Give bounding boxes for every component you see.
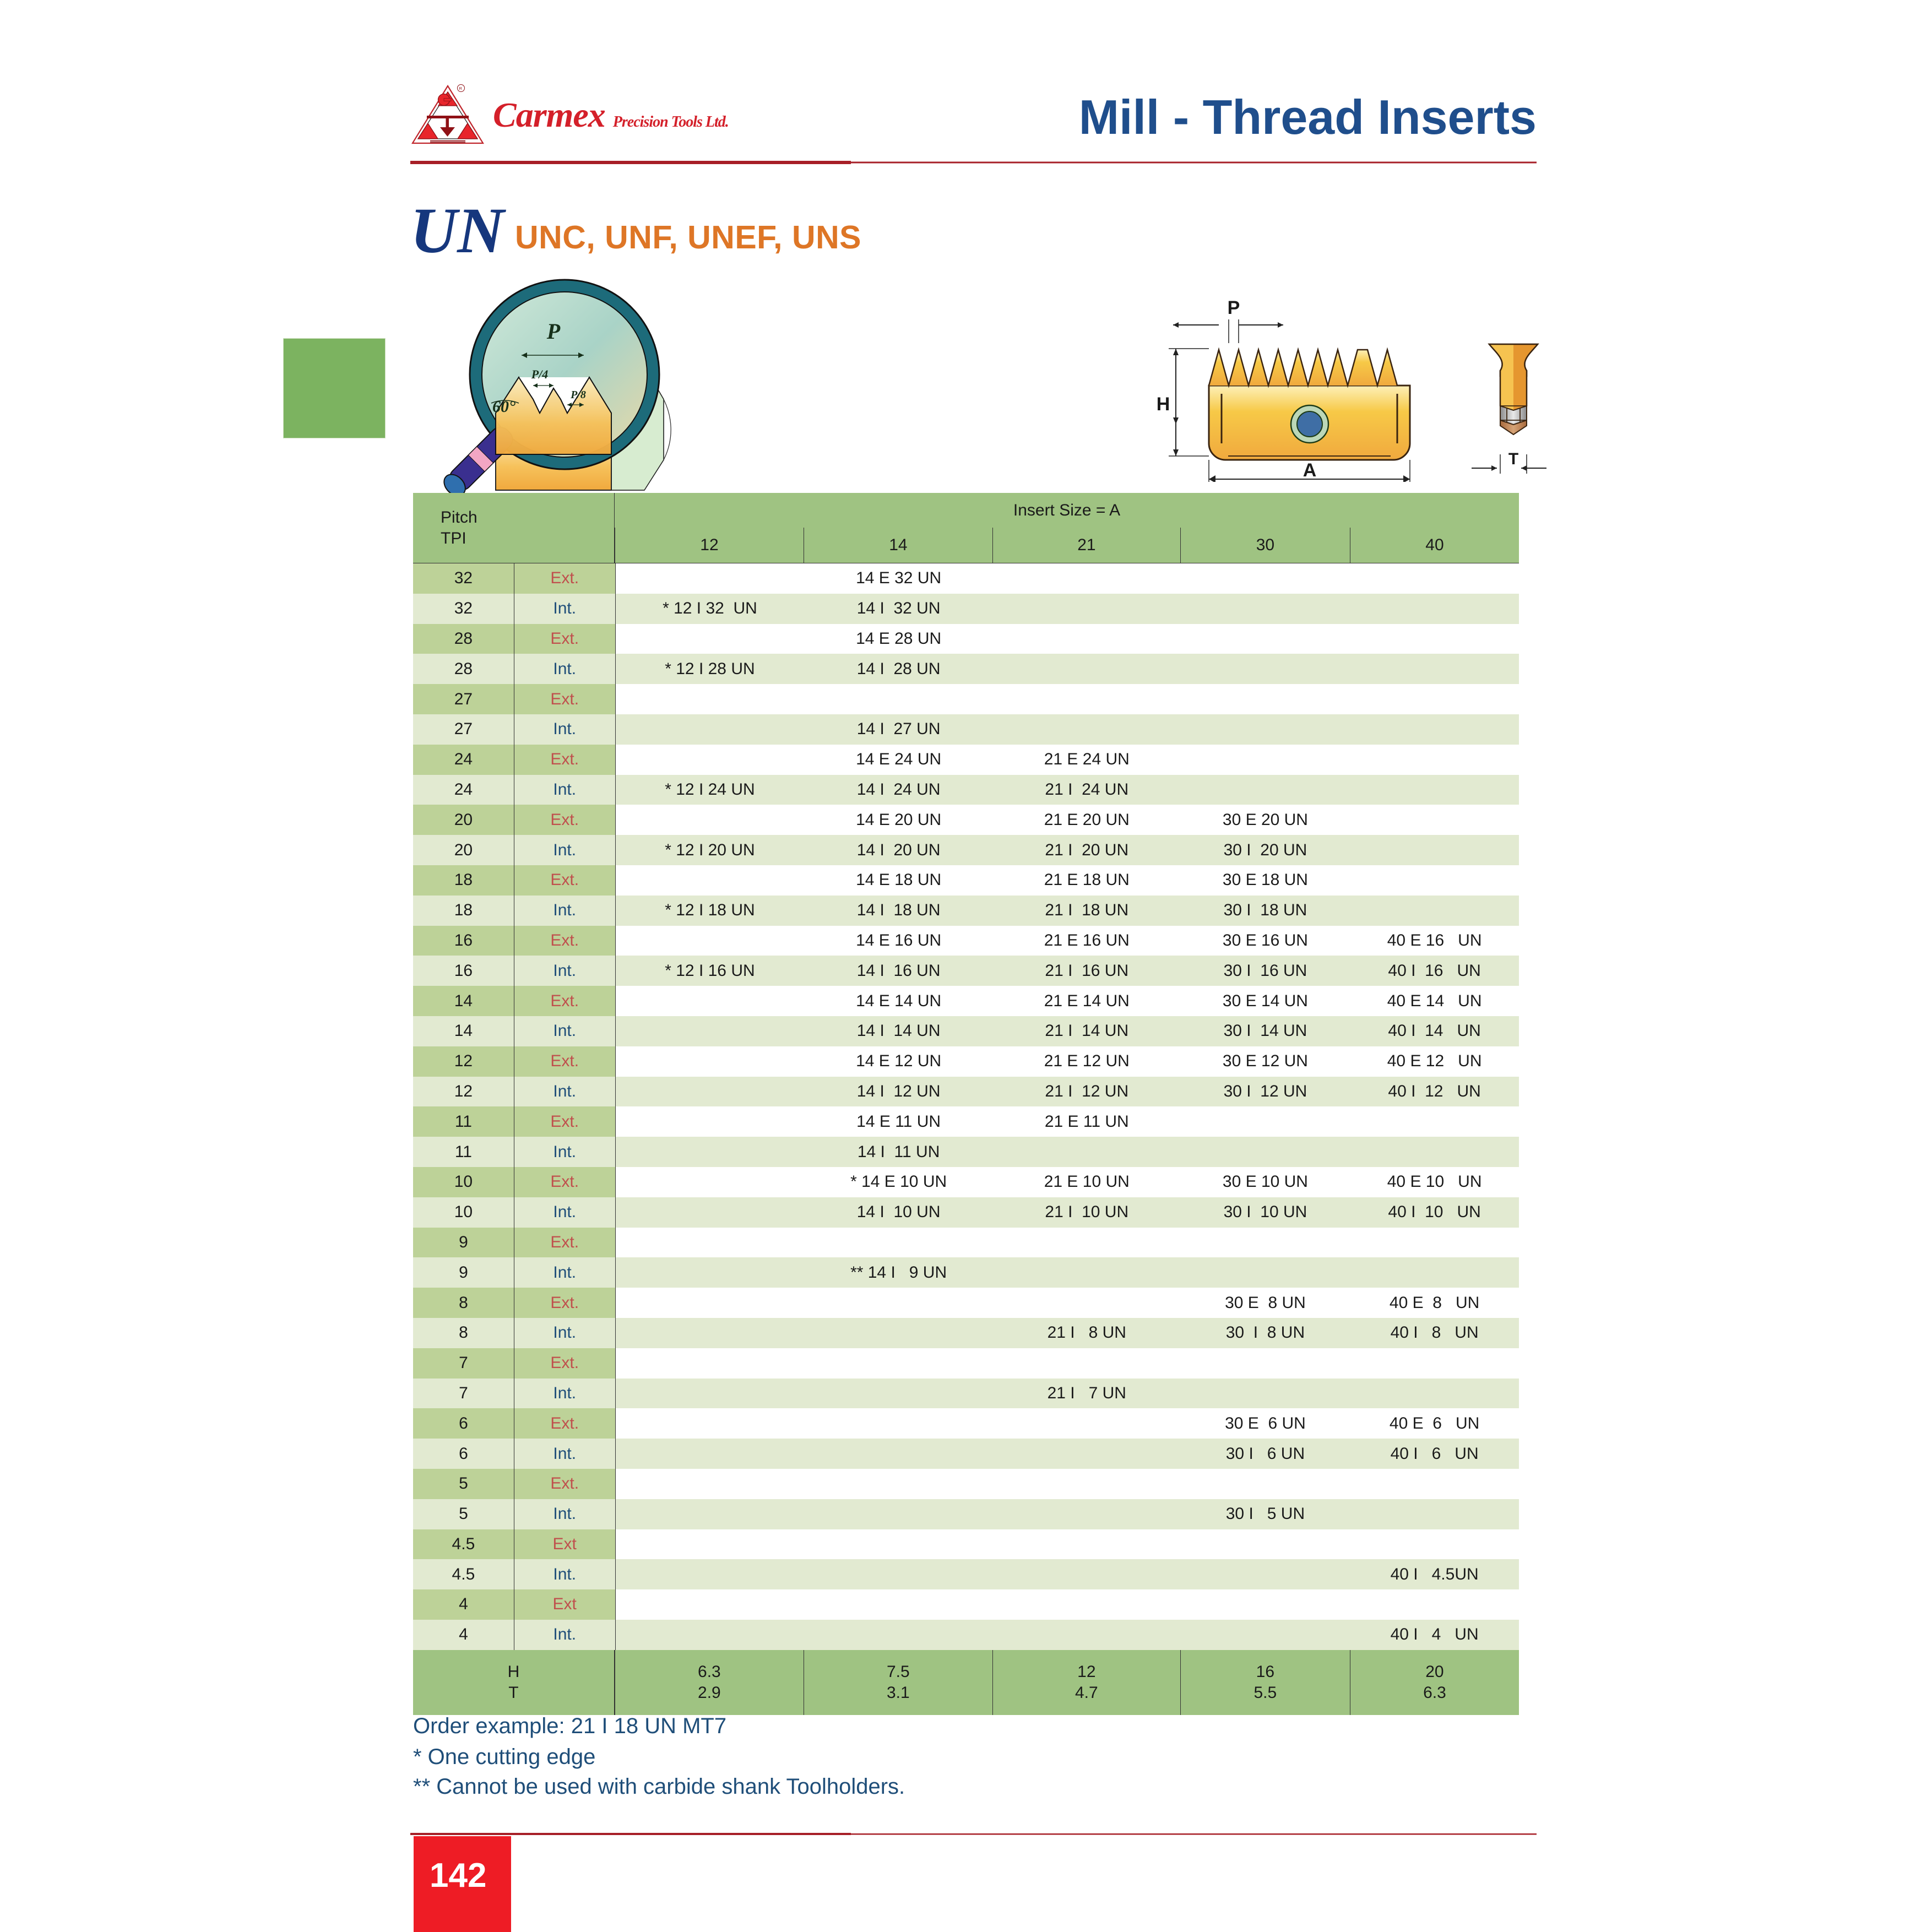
svg-text:P/8: P/8 bbox=[570, 389, 586, 401]
svg-text:P/4: P/4 bbox=[531, 367, 549, 381]
svg-text:H: H bbox=[1157, 394, 1170, 415]
svg-text:P: P bbox=[546, 319, 561, 344]
svg-text:A: A bbox=[1303, 460, 1317, 481]
svg-text:T: T bbox=[1508, 450, 1518, 468]
svg-text:P: P bbox=[1228, 297, 1240, 318]
